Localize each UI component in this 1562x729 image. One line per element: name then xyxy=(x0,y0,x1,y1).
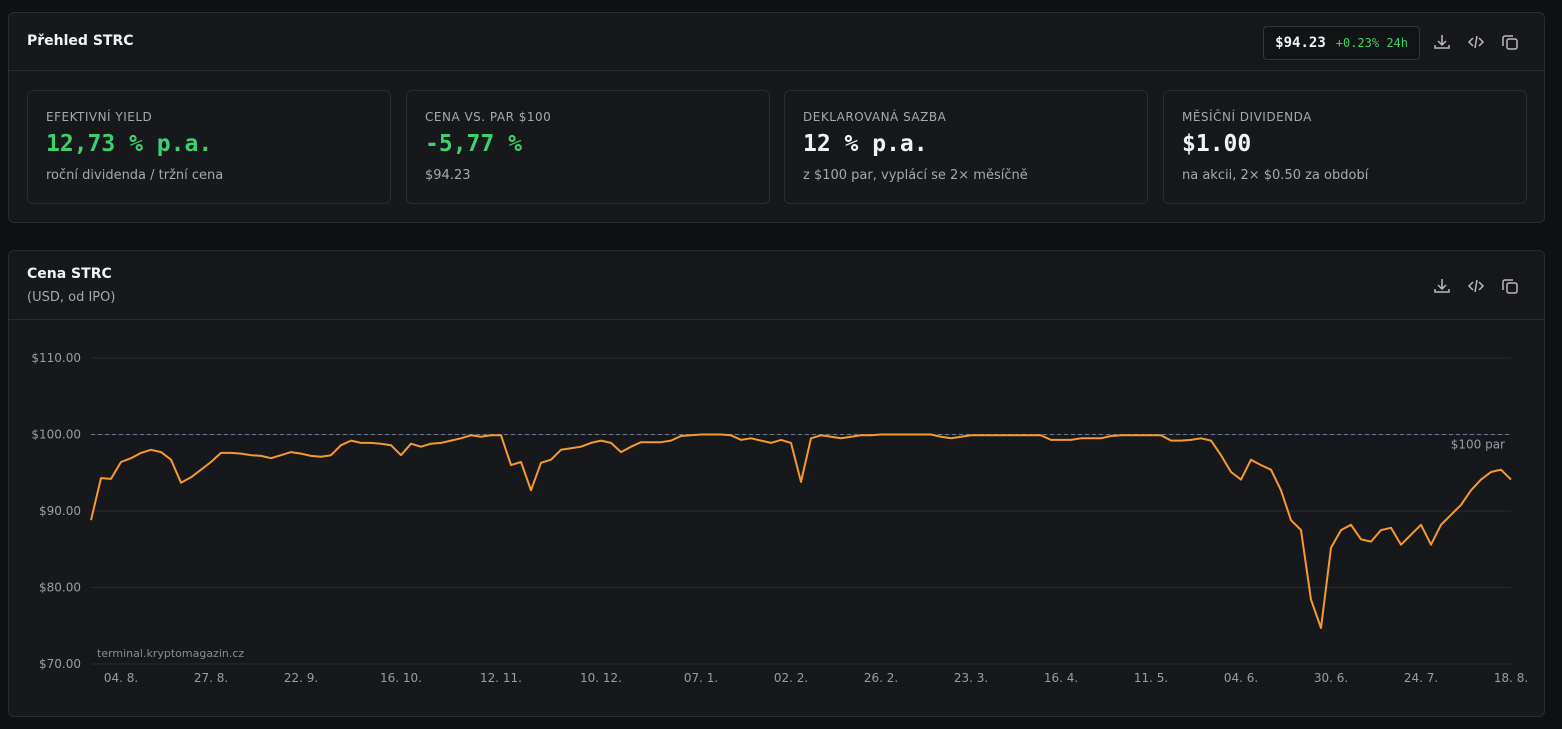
overview-panel: Přehled STRC $94.23 +0.23% 24h EFEKTIVNÍ… xyxy=(8,12,1545,223)
copy-button[interactable] xyxy=(1500,276,1520,296)
x-tick-label: 12. 11. xyxy=(480,671,522,685)
x-tick-label: 07. 1. xyxy=(684,671,718,685)
y-tick-label: $100.00 xyxy=(31,428,81,442)
stat-label: MĚSÍČNÍ DIVIDENDA xyxy=(1182,110,1312,124)
stat-card: CENA VS. PAR $100 -5,77 % $94.23 xyxy=(406,90,770,204)
price: $94.23 xyxy=(1275,35,1326,51)
embed-button[interactable] xyxy=(1466,276,1486,296)
x-tick-label: 10. 12. xyxy=(580,671,622,685)
x-tick-label: 24. 7. xyxy=(1404,671,1438,685)
price-change: +0.23% 24h xyxy=(1335,36,1408,50)
download-button[interactable] xyxy=(1432,276,1452,296)
stat-label: CENA VS. PAR $100 xyxy=(425,110,552,124)
stat-value: 12,73 % p.a. xyxy=(46,131,213,157)
x-tick-label: 22. 9. xyxy=(284,671,318,685)
stat-label: EFEKTIVNÍ YIELD xyxy=(46,110,153,124)
price-line xyxy=(90,433,1512,629)
watermark: terminal.kryptomagazin.cz xyxy=(97,647,244,660)
x-tick-label: 23. 3. xyxy=(954,671,988,685)
stat-card: DEKLAROVANÁ SAZBA 12 % p.a. z $100 par, vy… xyxy=(784,90,1148,204)
stat-card: EFEKTIVNÍ YIELD 12,73 % p.a. roční dividen… xyxy=(27,90,391,204)
divider xyxy=(9,70,1544,71)
x-tick-label: 16. 4. xyxy=(1044,671,1078,685)
x-tick-label: 26. 2. xyxy=(864,671,898,685)
chart-title: Cena STRC xyxy=(27,266,112,282)
stat-card: MĚSÍČNÍ DIVIDENDA $1.00 na akcii, 2× $0.50… xyxy=(1163,90,1527,204)
x-tick-label: 02. 2. xyxy=(774,671,808,685)
chart-subtitle: (USD, od IPO) xyxy=(27,290,116,305)
x-tick-label: 30. 6. xyxy=(1314,671,1348,685)
x-tick-label: 27. 8. xyxy=(194,671,228,685)
chart: $70.00 $80.00 $90.00 $100.00 $110.00 04. 8. 27… xyxy=(31,351,1528,685)
stat-note: $94.23 xyxy=(425,168,471,183)
x-tick-label: 16. 10. xyxy=(380,671,422,685)
download-button[interactable] xyxy=(1432,32,1452,52)
x-tick-label: 11. 5. xyxy=(1134,671,1168,685)
y-tick-label: $90.00 xyxy=(39,504,81,518)
toolbar xyxy=(1432,276,1520,296)
y-tick-label: $110.00 xyxy=(31,351,81,365)
stat-note: roční dividenda / tržní cena xyxy=(46,168,224,183)
panel-title: Přehled STRC xyxy=(27,33,134,49)
stat-value: $1.00 xyxy=(1182,131,1252,157)
reference-label: $100 par xyxy=(1451,438,1505,452)
y-tick-label: $70.00 xyxy=(39,657,81,671)
chart-panel: Cena STRC (USD, od IPO) $70.00 $80.00 $90.… xyxy=(8,250,1545,717)
toolbar xyxy=(1432,32,1520,52)
stat-value: 12 % p.a. xyxy=(803,131,928,157)
x-tick-label: 18. 8. xyxy=(1494,671,1528,685)
stat-note: z $100 par, vyplácí se 2× měsíčně xyxy=(803,168,1028,183)
x-tick-label: 04. 8. xyxy=(104,671,138,685)
copy-button[interactable] xyxy=(1500,32,1520,52)
embed-button[interactable] xyxy=(1466,32,1486,52)
price-badge: $94.23 +0.23% 24h xyxy=(1263,26,1420,60)
divider xyxy=(9,319,1544,320)
stat-value: -5,77 % xyxy=(425,131,522,157)
x-tick-label: 04. 6. xyxy=(1224,671,1258,685)
stat-label: DEKLAROVANÁ SAZBA xyxy=(803,110,947,124)
y-tick-label: $80.00 xyxy=(39,581,81,595)
stat-note: na akcii, 2× $0.50 za období xyxy=(1182,168,1369,183)
